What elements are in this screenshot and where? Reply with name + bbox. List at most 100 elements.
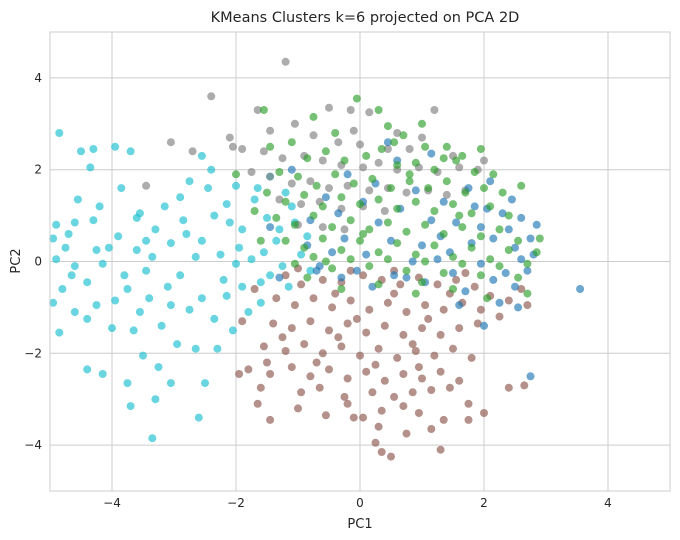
x-tick-label: 0 <box>356 496 364 510</box>
data-point <box>238 282 247 291</box>
data-point <box>418 374 426 383</box>
data-point <box>439 230 448 238</box>
data-point <box>142 236 151 245</box>
data-point <box>49 298 58 307</box>
data-point <box>517 285 526 293</box>
data-point <box>151 225 160 234</box>
data-point <box>374 248 383 257</box>
data-point <box>325 365 333 374</box>
data-point <box>253 106 262 114</box>
data-point <box>368 174 377 183</box>
data-point <box>377 448 386 456</box>
data-point <box>297 388 306 397</box>
data-point <box>194 413 203 422</box>
data-point <box>427 386 436 394</box>
data-point <box>387 452 395 461</box>
data-point <box>337 285 346 293</box>
data-point <box>163 282 172 291</box>
data-point <box>312 181 321 190</box>
data-point <box>70 218 79 227</box>
data-point <box>58 285 67 293</box>
data-point <box>294 172 302 181</box>
data-point <box>275 168 284 176</box>
data-point <box>142 266 151 275</box>
data-point <box>402 429 411 438</box>
data-point <box>383 218 392 227</box>
data-point <box>414 409 423 417</box>
data-point <box>126 147 135 156</box>
data-point <box>256 278 265 287</box>
data-point <box>290 301 299 310</box>
data-point <box>328 248 337 257</box>
data-point <box>374 218 383 227</box>
data-point <box>287 202 296 211</box>
data-point <box>449 269 457 277</box>
data-point <box>309 112 318 121</box>
data-point <box>418 119 426 128</box>
data-point <box>393 353 402 362</box>
data-point <box>343 181 352 190</box>
y-tick-label: −2 <box>24 346 42 360</box>
data-point <box>346 216 355 225</box>
data-point <box>470 168 479 176</box>
data-point <box>278 333 287 342</box>
data-point <box>318 275 327 284</box>
data-point <box>166 379 175 388</box>
data-point <box>325 103 333 112</box>
data-point <box>408 257 417 266</box>
data-point <box>480 409 488 417</box>
data-point <box>390 289 399 298</box>
data-point <box>436 445 445 454</box>
data-point <box>238 145 247 153</box>
data-point <box>452 218 461 227</box>
data-point <box>238 317 247 326</box>
data-point <box>411 197 420 206</box>
data-point <box>387 236 395 245</box>
data-point <box>259 147 268 156</box>
data-point <box>318 234 327 243</box>
data-point <box>517 181 526 190</box>
data-point <box>207 165 216 174</box>
data-point <box>92 246 101 254</box>
data-point <box>511 243 519 252</box>
data-point <box>402 227 411 236</box>
data-point <box>399 370 408 378</box>
data-point <box>495 312 504 321</box>
data-point <box>275 225 284 234</box>
data-point <box>197 294 206 303</box>
data-point <box>414 363 423 372</box>
data-point <box>402 273 411 282</box>
data-point <box>284 282 293 291</box>
data-point <box>452 156 461 165</box>
data-point <box>340 156 349 165</box>
data-point <box>300 340 309 349</box>
data-point <box>86 163 95 172</box>
y-tick-label: 2 <box>34 163 42 177</box>
data-point <box>523 289 532 298</box>
data-point <box>489 170 498 179</box>
data-point <box>383 255 392 264</box>
data-point <box>281 188 290 197</box>
data-point <box>210 314 219 323</box>
data-point <box>89 145 98 153</box>
data-point <box>402 188 411 197</box>
data-point <box>250 195 259 204</box>
chart-title: KMeans Clusters k=6 projected on PCA 2D <box>211 10 520 26</box>
data-point <box>309 211 318 220</box>
data-point <box>449 252 457 261</box>
x-tick-label: 4 <box>604 496 612 510</box>
data-point <box>303 273 312 282</box>
x-tick-labels: −4 −2 0 2 4 <box>103 496 612 510</box>
data-point <box>421 220 430 229</box>
x-tick-label: −4 <box>103 496 121 510</box>
data-point <box>476 305 485 314</box>
data-point <box>132 213 141 222</box>
data-point <box>98 259 107 268</box>
data-point <box>278 154 287 163</box>
data-point <box>439 197 448 206</box>
data-point <box>365 225 374 234</box>
data-point <box>455 324 464 333</box>
data-point <box>430 351 439 360</box>
plot-frame <box>49 31 671 492</box>
y-tick-labels: −4 −2 0 2 4 <box>24 71 42 452</box>
